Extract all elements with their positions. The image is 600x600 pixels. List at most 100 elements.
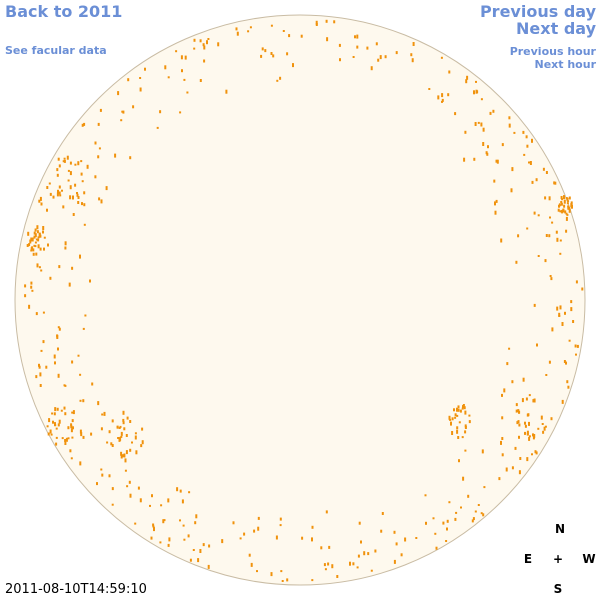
facula bbox=[28, 304, 31, 309]
facula bbox=[42, 340, 45, 344]
facula bbox=[276, 79, 279, 82]
facula bbox=[320, 546, 323, 550]
facula bbox=[367, 552, 370, 556]
facula bbox=[545, 374, 548, 376]
facula bbox=[356, 45, 359, 49]
facula bbox=[564, 311, 566, 315]
facula bbox=[375, 42, 378, 46]
facula bbox=[76, 193, 79, 197]
back-link[interactable]: Back to 2011 bbox=[5, 2, 123, 21]
facula bbox=[61, 437, 64, 440]
facula bbox=[352, 56, 355, 58]
facula bbox=[64, 412, 67, 416]
facula bbox=[501, 437, 504, 440]
facula bbox=[487, 145, 489, 149]
previous-day-link[interactable]: Previous day bbox=[479, 2, 596, 21]
facula bbox=[551, 221, 554, 224]
facula bbox=[492, 109, 495, 113]
facula bbox=[542, 167, 545, 171]
facula bbox=[57, 157, 60, 161]
timestamp: 2011-08-10T14:59:10 bbox=[5, 582, 147, 597]
facula bbox=[207, 38, 210, 40]
facula bbox=[563, 195, 565, 200]
facula bbox=[493, 179, 496, 183]
facula bbox=[37, 244, 40, 249]
facula bbox=[184, 55, 187, 60]
facula bbox=[122, 410, 125, 415]
facula bbox=[53, 354, 56, 359]
facula bbox=[565, 216, 568, 221]
facula bbox=[68, 282, 71, 287]
facula bbox=[566, 202, 569, 205]
facula bbox=[56, 168, 59, 172]
facula bbox=[64, 241, 67, 246]
facula bbox=[523, 153, 526, 156]
facula bbox=[482, 513, 485, 517]
facula bbox=[434, 532, 437, 535]
facula bbox=[495, 199, 498, 203]
facula bbox=[381, 512, 384, 515]
compass-east: E bbox=[523, 552, 533, 566]
facula bbox=[56, 173, 59, 177]
facula bbox=[518, 410, 521, 414]
previous-hour-link[interactable]: Previous hour bbox=[509, 45, 596, 58]
facula bbox=[357, 554, 360, 558]
facula bbox=[34, 233, 37, 238]
facula bbox=[517, 420, 520, 424]
facula bbox=[454, 517, 457, 521]
facula bbox=[125, 450, 128, 455]
facula bbox=[81, 180, 84, 183]
facula bbox=[247, 30, 250, 33]
facula bbox=[31, 237, 34, 242]
facula bbox=[77, 201, 80, 204]
facula bbox=[71, 266, 74, 270]
facula bbox=[570, 201, 573, 205]
facula bbox=[440, 56, 443, 59]
facula bbox=[38, 232, 41, 237]
facula bbox=[197, 558, 200, 563]
facula bbox=[131, 441, 133, 444]
facula bbox=[516, 421, 519, 425]
facula bbox=[536, 343, 538, 347]
facula bbox=[235, 27, 238, 31]
facula bbox=[256, 570, 258, 573]
facula bbox=[47, 432, 50, 436]
facula bbox=[471, 519, 474, 523]
facula bbox=[260, 54, 263, 58]
facula bbox=[561, 399, 564, 404]
facula bbox=[528, 394, 531, 397]
facular-link[interactable]: See facular data bbox=[5, 44, 107, 57]
facula bbox=[57, 423, 60, 427]
facula bbox=[477, 121, 480, 124]
facula bbox=[559, 210, 562, 213]
facula bbox=[42, 226, 45, 230]
next-day-link[interactable]: Next day bbox=[516, 19, 596, 38]
facula bbox=[532, 435, 535, 440]
facula bbox=[58, 185, 61, 189]
facula bbox=[494, 201, 496, 206]
facula bbox=[84, 314, 87, 317]
facula bbox=[264, 49, 267, 53]
facula bbox=[473, 90, 475, 95]
facula bbox=[187, 534, 190, 538]
facula bbox=[67, 437, 70, 440]
facula bbox=[572, 320, 575, 323]
facula bbox=[323, 563, 326, 567]
facula bbox=[522, 130, 525, 134]
facula bbox=[38, 266, 41, 269]
facula bbox=[83, 122, 86, 126]
facula bbox=[57, 189, 59, 194]
facula bbox=[445, 540, 448, 542]
facula bbox=[537, 427, 540, 430]
facula bbox=[505, 467, 508, 472]
facula bbox=[46, 425, 49, 428]
facula bbox=[356, 566, 359, 569]
facula bbox=[183, 538, 186, 541]
facula bbox=[257, 516, 260, 520]
facula bbox=[481, 449, 484, 454]
facula bbox=[120, 431, 123, 436]
next-hour-link[interactable]: Next hour bbox=[534, 58, 597, 71]
facula bbox=[456, 429, 459, 434]
facula bbox=[94, 175, 97, 179]
facula bbox=[553, 181, 556, 185]
